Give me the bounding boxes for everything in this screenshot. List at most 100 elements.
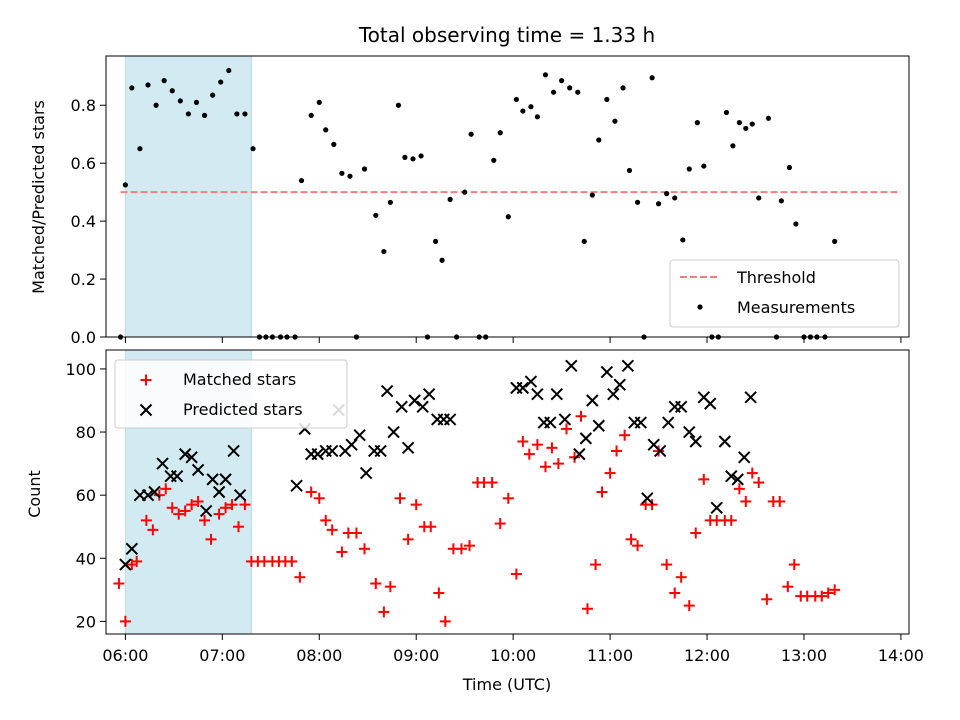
- matched-star-marker: [192, 495, 204, 507]
- predicted-star-marker: [311, 447, 324, 461]
- predicted-star-marker: [199, 504, 213, 518]
- measurement-point: [672, 195, 678, 201]
- measurement-point: [778, 198, 784, 204]
- predicted-star-d2: [401, 441, 415, 455]
- measurement-point: [185, 111, 192, 117]
- matched-star-marker: [119, 615, 131, 627]
- predicted-star-d2: [359, 466, 373, 480]
- measurement-point: [626, 167, 633, 174]
- measurement-point: [361, 166, 368, 172]
- predicted-star-marker: [634, 416, 648, 429]
- measurement-point: [520, 108, 526, 114]
- predicted-star-d2: [416, 400, 429, 414]
- measurement-point: [122, 182, 128, 188]
- predicted-star-marker: [725, 470, 738, 483]
- measurement-point: [210, 92, 216, 98]
- top-y-axis-title: Matched/Predicted stars: [29, 100, 48, 294]
- top-legend-box: [669, 259, 900, 328]
- matched-star-marker: [552, 458, 564, 470]
- x-tick-label: 09:00: [393, 646, 439, 665]
- predicted-star-d2: [524, 375, 538, 388]
- bottom-axes-frame: [105, 349, 910, 635]
- matched-star-marker: [531, 439, 543, 451]
- measurement-point: [596, 137, 602, 143]
- measurement-point: [655, 201, 662, 207]
- measurement-point: [743, 125, 749, 132]
- predicted-star-marker: [731, 473, 744, 486]
- matched-star-marker: [494, 518, 506, 530]
- predicted-star-d2: [325, 444, 339, 458]
- x-tick-label: 11:00: [587, 646, 633, 665]
- predicted-star-d2: [178, 447, 192, 461]
- measurement-point: [316, 99, 322, 105]
- matched-star-marker: [761, 593, 773, 605]
- measurement-point: [528, 104, 534, 110]
- matched-star-marker: [590, 559, 602, 571]
- predicted-star-d2: [191, 463, 205, 477]
- predicted-star-d2: [233, 488, 247, 502]
- matched-star-marker: [698, 473, 710, 485]
- predicted-star-marker: [600, 365, 614, 379]
- predicted-star-d2: [704, 397, 717, 410]
- predicted-star-marker: [191, 463, 205, 477]
- predicted-star-marker: [531, 387, 544, 401]
- matched-star-marker: [140, 514, 152, 526]
- measurement-point: [218, 79, 224, 85]
- matched-star-marker: [625, 533, 637, 545]
- measurement-point: [604, 96, 610, 103]
- predicted-star-marker: [621, 359, 635, 372]
- predicted-star-marker: [212, 485, 226, 499]
- top-y-tick-label: 0.4: [71, 212, 96, 231]
- predicted-star-marker: [579, 432, 593, 445]
- measurement-point: [559, 78, 565, 84]
- predicted-star-marker: [359, 466, 373, 480]
- matched-star-marker: [410, 499, 422, 511]
- matched-star-marker: [370, 578, 382, 590]
- predicted-star-d2: [731, 473, 744, 486]
- matched-star-marker: [186, 499, 198, 511]
- predicted-star-d2: [592, 419, 605, 432]
- matched-star-marker: [788, 559, 800, 571]
- bottom-y-tick-label: 40: [76, 549, 96, 568]
- predicted-star-marker: [516, 381, 530, 395]
- predicted-star-d2: [565, 359, 578, 372]
- measurement-point: [542, 72, 549, 78]
- matched-star-marker: [359, 543, 371, 555]
- matched-star-marker: [439, 615, 451, 627]
- matched-star-marker: [611, 445, 623, 457]
- matched-star-marker: [740, 495, 752, 507]
- matched-star-marker: [394, 492, 406, 504]
- bottom-y-axis-title: Count: [25, 470, 44, 518]
- matched-star-marker: [575, 410, 587, 422]
- matched-star-marker: [683, 600, 695, 612]
- legend-predicted-swatch-d2: [139, 403, 153, 417]
- measurement-point: [567, 85, 573, 91]
- predicted-star-d2: [662, 416, 675, 429]
- predicted-star-d2: [422, 387, 436, 401]
- predicted-star-d2: [156, 457, 169, 470]
- predicted-star-d2: [744, 391, 757, 404]
- matched-star-marker: [560, 423, 572, 435]
- x-tick-label: 12:00: [684, 646, 730, 665]
- x-tick-label: 06:00: [102, 646, 148, 665]
- measurement-point: [462, 189, 468, 195]
- predicted-star-marker: [613, 378, 626, 391]
- bottom-y-tick-label: 100: [65, 360, 96, 379]
- matched-star-marker: [402, 533, 414, 545]
- predicted-star-marker: [353, 428, 366, 442]
- matched-star-marker: [378, 606, 390, 618]
- predicted-star-marker: [387, 425, 400, 439]
- matched-star-marker: [166, 502, 178, 514]
- measurement-point: [756, 195, 762, 201]
- predicted-star-d2: [219, 473, 232, 486]
- predicted-star-marker: [141, 488, 155, 502]
- measurement-point: [395, 102, 402, 108]
- measurement-point: [242, 111, 248, 117]
- measurement-point: [433, 238, 439, 245]
- predicted-star-d2: [647, 438, 660, 451]
- predicted-star-d2: [653, 444, 667, 458]
- top-axes-frame: [105, 55, 910, 338]
- measurement-point: [145, 82, 151, 88]
- predicted-star-marker: [744, 391, 757, 404]
